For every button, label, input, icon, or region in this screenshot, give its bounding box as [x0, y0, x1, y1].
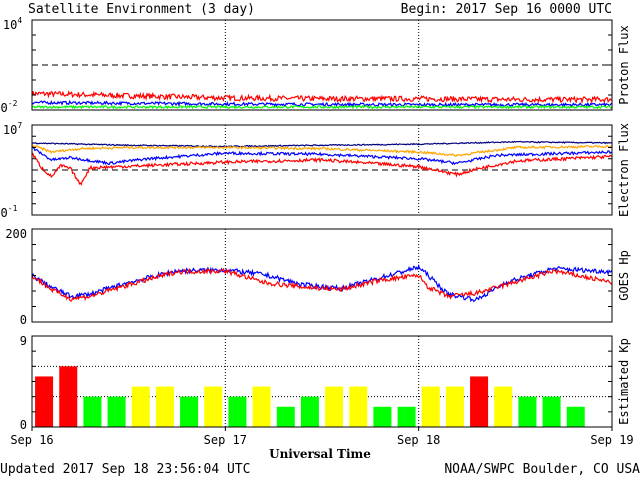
green-series-line [32, 104, 612, 110]
kp-bar [59, 366, 78, 427]
blue-series-line [32, 146, 612, 166]
kp-bar [421, 386, 440, 427]
kp-bar [228, 396, 247, 427]
x-tick-label: Sep 19 [590, 433, 633, 447]
kp-bar [276, 406, 295, 427]
kp-bar [397, 406, 416, 427]
x-tick-label: Sep 16 [10, 433, 53, 447]
x-tick-label: Sep 17 [204, 433, 247, 447]
kp-bar [155, 386, 174, 427]
red-series-line [32, 90, 612, 105]
kp-bar [300, 396, 319, 427]
plot-title: Satellite Environment (3 day) [28, 2, 255, 17]
kp-bar [83, 396, 102, 427]
plot-area [32, 229, 612, 322]
plot-area [32, 336, 612, 427]
navy-series-line [32, 140, 612, 148]
begin-time-label: Begin: 2017 Sep 16 0000 UTC [401, 2, 612, 17]
x-axis: Sep 16 Sep 17 Sep 18 Sep 19 [10, 427, 634, 447]
kp-y-axis-label: Estimated Kp [617, 338, 631, 425]
proton-y-axis-label: Proton Flux [617, 25, 631, 104]
kp-bar [494, 386, 513, 427]
electron-y-axis-label: Electron Flux [617, 123, 631, 217]
kp-bar [373, 406, 392, 427]
y-tick-label: 104 [3, 16, 22, 32]
y-tick-label: 10-1 [0, 204, 18, 220]
kp-bar [35, 376, 54, 427]
y-tick-label: 200 [5, 227, 27, 241]
y-tick-label: 10-2 [0, 99, 18, 115]
updated-timestamp: Updated 2017 Sep 18 23:56:04 UTC [0, 462, 250, 477]
credit-label: NOAA/SWPC Boulder, CO USA [444, 462, 640, 477]
kp-bar [325, 386, 344, 427]
kp-bar [542, 396, 561, 427]
y-tick-label: 107 [3, 121, 22, 137]
kp-bar [107, 396, 126, 427]
red-series-line [32, 152, 612, 186]
kp-bar [349, 386, 368, 427]
blue-series-line [32, 99, 612, 108]
plot-proton [32, 20, 612, 110]
red-series-line [32, 267, 612, 302]
x-tick-label: Sep 18 [397, 433, 440, 447]
kp-bar [518, 396, 537, 427]
y-tick-label: 0 [20, 418, 27, 432]
orange-series-line [32, 144, 612, 158]
panels-group: 104 10-2 Proton Flux 107 10-1 Electron Flux 20… [0, 16, 631, 432]
panel-kp: 9 0 Estimated Kp [20, 334, 631, 432]
kp-bar [445, 386, 464, 427]
x-axis-title: Universal Time [269, 447, 371, 461]
kp-bar [252, 386, 271, 427]
panel-hp: 200 0 GOES Hp [5, 227, 631, 327]
y-tick-label: 9 [20, 334, 27, 348]
plot-electron [32, 125, 612, 215]
plot-hp [32, 229, 612, 322]
kp-bar [131, 386, 150, 427]
panel-proton: 104 10-2 Proton Flux [0, 16, 631, 115]
kp-bar [204, 386, 223, 427]
kp-bar [566, 406, 585, 427]
kp-bar [180, 396, 199, 427]
hp-y-axis-label: GOES Hp [617, 250, 631, 301]
y-tick-label: 0 [20, 313, 27, 327]
plot-kp [32, 336, 612, 427]
kp-bar [470, 376, 489, 427]
panel-electron: 107 10-1 Electron Flux [0, 121, 631, 220]
